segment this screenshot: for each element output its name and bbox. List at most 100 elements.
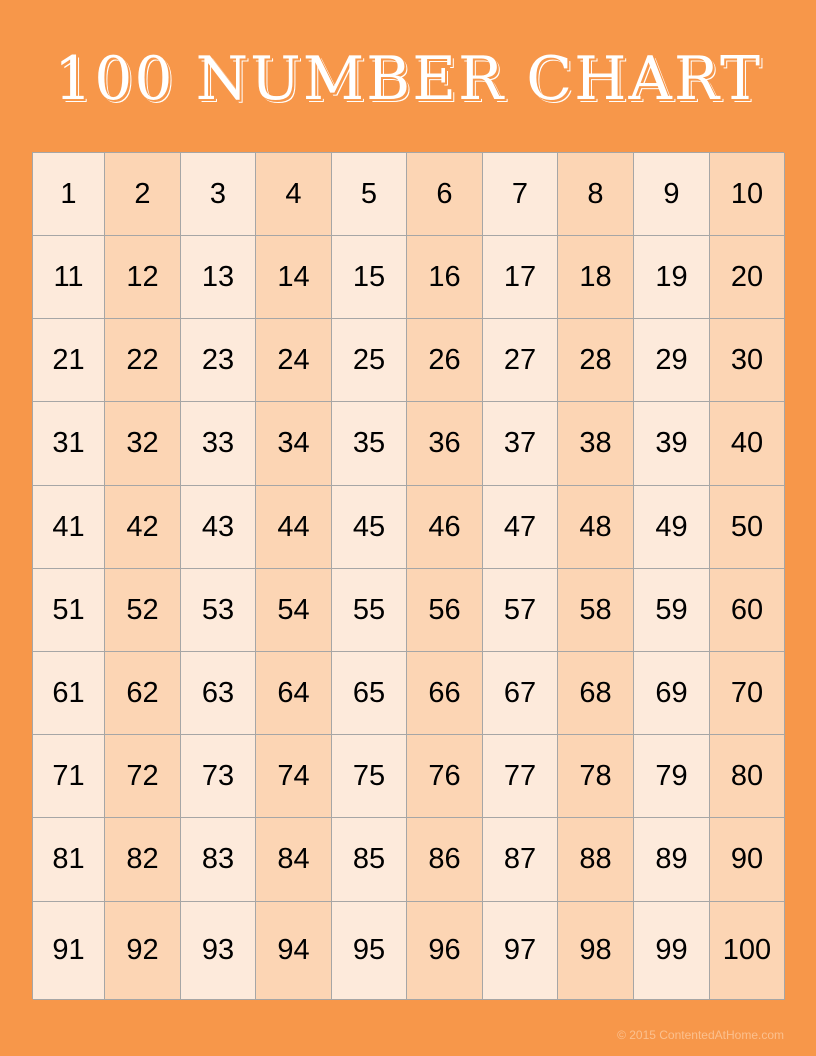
number-cell: 53 xyxy=(181,569,256,652)
number-cell: 5 xyxy=(332,153,407,236)
number-cell: 62 xyxy=(105,652,181,735)
number-cell: 87 xyxy=(483,818,558,902)
number-cell: 12 xyxy=(105,236,181,319)
number-cell: 78 xyxy=(558,735,634,818)
number-cell: 70 xyxy=(710,652,785,735)
number-cell: 91 xyxy=(33,902,105,1000)
number-cell: 90 xyxy=(710,818,785,902)
number-cell: 75 xyxy=(332,735,407,818)
number-cell: 72 xyxy=(105,735,181,818)
number-cell: 20 xyxy=(710,236,785,319)
number-cell: 80 xyxy=(710,735,785,818)
number-cell: 55 xyxy=(332,569,407,652)
number-cell: 89 xyxy=(634,818,710,902)
number-cell: 7 xyxy=(483,153,558,236)
number-cell: 83 xyxy=(181,818,256,902)
copyright-footer: © 2015 ContentedAtHome.com xyxy=(617,1028,784,1042)
number-cell: 68 xyxy=(558,652,634,735)
number-cell: 41 xyxy=(33,486,105,569)
number-cell: 98 xyxy=(558,902,634,1000)
number-cell: 48 xyxy=(558,486,634,569)
number-cell: 6 xyxy=(407,153,483,236)
number-cell: 23 xyxy=(181,319,256,402)
number-cell: 31 xyxy=(33,402,105,486)
number-cell: 35 xyxy=(332,402,407,486)
number-cell: 37 xyxy=(483,402,558,486)
number-cell: 96 xyxy=(407,902,483,1000)
number-cell: 71 xyxy=(33,735,105,818)
number-cell: 42 xyxy=(105,486,181,569)
number-cell: 2 xyxy=(105,153,181,236)
number-cell: 13 xyxy=(181,236,256,319)
number-cell: 8 xyxy=(558,153,634,236)
number-cell: 56 xyxy=(407,569,483,652)
number-cell: 60 xyxy=(710,569,785,652)
number-cell: 43 xyxy=(181,486,256,569)
number-cell: 54 xyxy=(256,569,332,652)
number-cell: 97 xyxy=(483,902,558,1000)
number-cell: 19 xyxy=(634,236,710,319)
number-cell: 1 xyxy=(33,153,105,236)
number-cell: 49 xyxy=(634,486,710,569)
number-cell: 95 xyxy=(332,902,407,1000)
number-cell: 92 xyxy=(105,902,181,1000)
number-cell: 34 xyxy=(256,402,332,486)
number-cell: 76 xyxy=(407,735,483,818)
number-cell: 45 xyxy=(332,486,407,569)
number-cell: 11 xyxy=(33,236,105,319)
number-cell: 14 xyxy=(256,236,332,319)
number-cell: 4 xyxy=(256,153,332,236)
number-cell: 79 xyxy=(634,735,710,818)
number-cell: 52 xyxy=(105,569,181,652)
number-cell: 67 xyxy=(483,652,558,735)
number-cell: 24 xyxy=(256,319,332,402)
number-cell: 85 xyxy=(332,818,407,902)
number-cell: 86 xyxy=(407,818,483,902)
number-cell: 10 xyxy=(710,153,785,236)
number-cell: 47 xyxy=(483,486,558,569)
number-cell: 32 xyxy=(105,402,181,486)
number-cell: 50 xyxy=(710,486,785,569)
number-cell: 30 xyxy=(710,319,785,402)
number-cell: 21 xyxy=(33,319,105,402)
number-cell: 29 xyxy=(634,319,710,402)
number-cell: 3 xyxy=(181,153,256,236)
number-cell: 59 xyxy=(634,569,710,652)
number-cell: 39 xyxy=(634,402,710,486)
number-cell: 15 xyxy=(332,236,407,319)
number-cell: 99 xyxy=(634,902,710,1000)
number-cell: 38 xyxy=(558,402,634,486)
number-cell: 28 xyxy=(558,319,634,402)
number-cell: 77 xyxy=(483,735,558,818)
number-cell: 64 xyxy=(256,652,332,735)
number-cell: 61 xyxy=(33,652,105,735)
number-cell: 93 xyxy=(181,902,256,1000)
number-cell: 81 xyxy=(33,818,105,902)
number-cell: 82 xyxy=(105,818,181,902)
number-cell: 100 xyxy=(710,902,785,1000)
number-cell: 25 xyxy=(332,319,407,402)
number-cell: 18 xyxy=(558,236,634,319)
number-cell: 9 xyxy=(634,153,710,236)
number-cell: 69 xyxy=(634,652,710,735)
number-cell: 73 xyxy=(181,735,256,818)
number-cell: 27 xyxy=(483,319,558,402)
number-cell: 66 xyxy=(407,652,483,735)
number-cell: 57 xyxy=(483,569,558,652)
number-cell: 94 xyxy=(256,902,332,1000)
number-cell: 84 xyxy=(256,818,332,902)
number-cell: 36 xyxy=(407,402,483,486)
number-cell: 46 xyxy=(407,486,483,569)
number-cell: 58 xyxy=(558,569,634,652)
number-grid: 1 2 3 4 5 6 7 8 9 10 11 12 13 14 15 16 17 18 19 20 21 22 23 24 2… xyxy=(32,152,785,1000)
page-title: 100 NUMBER CHART xyxy=(54,44,762,114)
number-cell: 33 xyxy=(181,402,256,486)
number-cell: 51 xyxy=(33,569,105,652)
number-cell: 44 xyxy=(256,486,332,569)
number-cell: 40 xyxy=(710,402,785,486)
number-cell: 22 xyxy=(105,319,181,402)
number-cell: 17 xyxy=(483,236,558,319)
number-cell: 26 xyxy=(407,319,483,402)
number-cell: 74 xyxy=(256,735,332,818)
number-cell: 65 xyxy=(332,652,407,735)
